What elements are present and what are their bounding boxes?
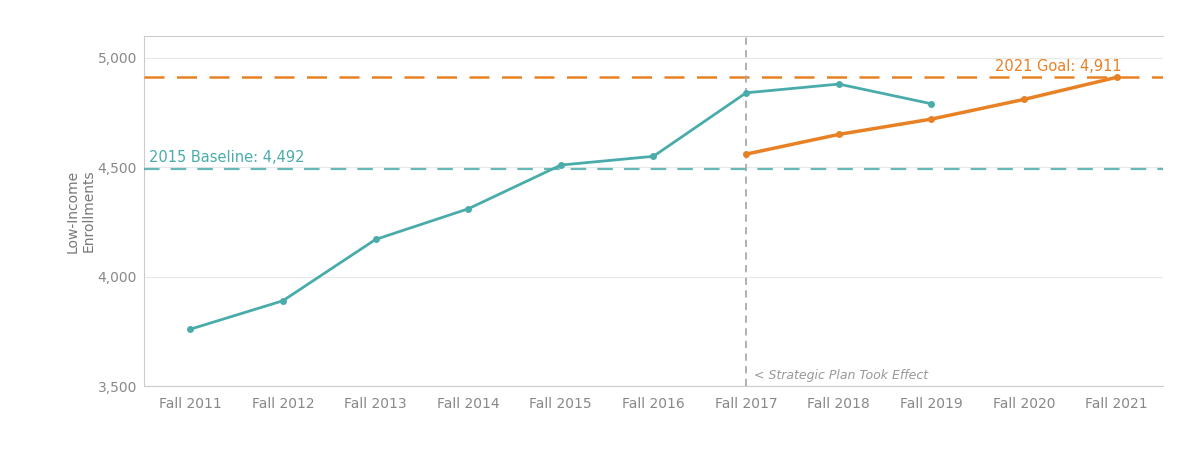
Text: 2015 Baseline: 4,492: 2015 Baseline: 4,492 <box>149 150 305 165</box>
Y-axis label: Low-Income
Enrollments: Low-Income Enrollments <box>66 169 96 253</box>
Text: 2021 Goal: 4,911: 2021 Goal: 4,911 <box>995 59 1121 74</box>
Text: < Strategic Plan Took Effect: < Strategic Plan Took Effect <box>753 369 928 382</box>
